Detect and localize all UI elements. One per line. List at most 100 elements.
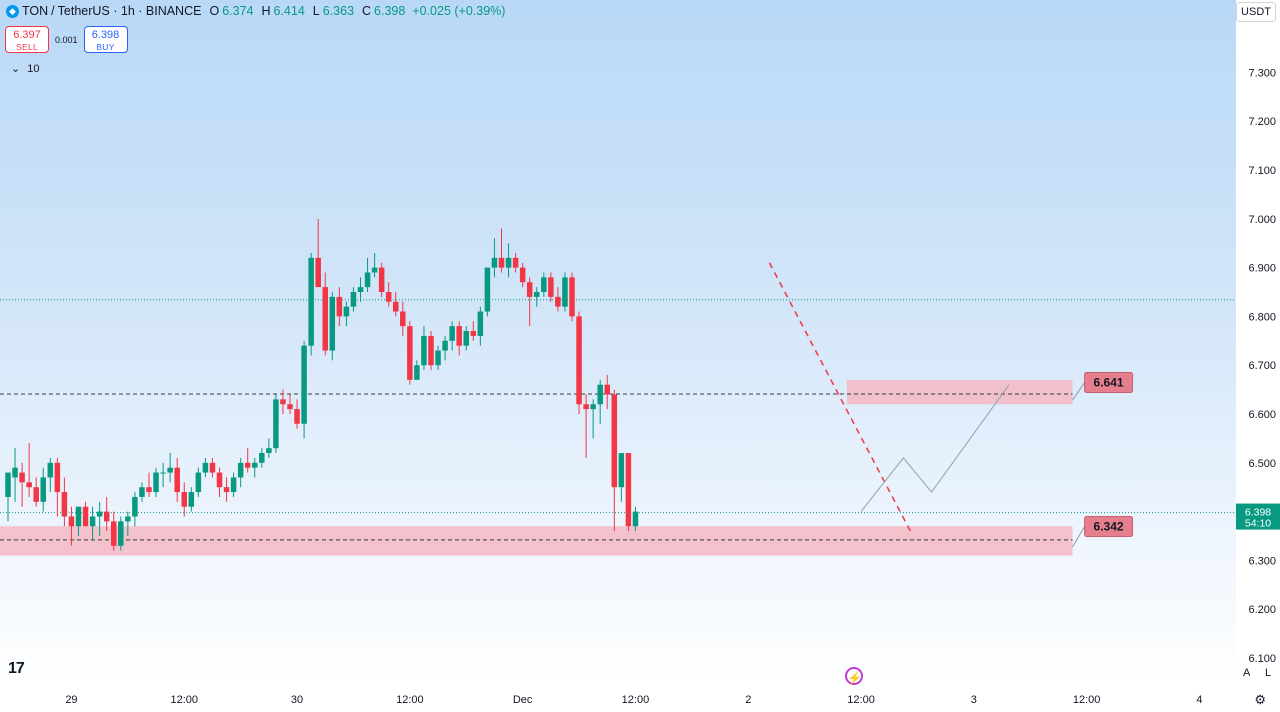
candle[interactable] [526,277,533,327]
candle[interactable] [19,462,25,507]
candle[interactable] [541,272,547,297]
candle[interactable] [118,516,124,551]
candle[interactable] [75,506,82,536]
projection-path[interactable] [860,384,1010,512]
currency-selector[interactable]: USDT [1236,2,1276,22]
candle[interactable] [583,394,589,458]
candle[interactable] [33,477,39,507]
candle[interactable] [266,438,272,458]
candle[interactable] [456,321,462,356]
candle[interactable] [329,292,336,361]
candle[interactable] [590,399,596,439]
candle[interactable] [12,448,18,502]
candle[interactable] [512,252,519,273]
candle[interactable] [604,374,611,410]
time-axis[interactable]: 29 12:00 30 12:00 Dec 12:00 2 12:00 3 12:00 4 [0,686,1236,712]
candle[interactable] [294,399,300,429]
candle[interactable] [322,272,329,356]
candle[interactable] [400,301,406,336]
candle[interactable] [230,472,237,497]
candle[interactable] [244,448,251,473]
candle[interactable] [153,467,159,497]
candle[interactable] [555,287,561,312]
candle[interactable] [435,345,441,371]
candle[interactable] [280,389,286,414]
candle[interactable] [463,326,470,351]
candle[interactable] [597,379,603,424]
chart-area[interactable]: 6.641 6.342 [0,0,1236,686]
candle[interactable] [343,301,350,327]
candle[interactable] [167,453,173,483]
tradingview-logo-icon[interactable]: 17 [8,660,25,677]
candle[interactable] [132,492,138,527]
candle[interactable] [146,472,152,497]
candle[interactable] [26,443,32,497]
candle[interactable] [414,360,420,380]
candle[interactable] [216,467,223,497]
zone-price-label[interactable]: 6.641 [1084,372,1134,394]
candle[interactable] [68,506,75,546]
candle[interactable] [259,448,265,468]
candle[interactable] [336,287,343,327]
candle[interactable] [47,457,54,493]
candle[interactable] [625,453,632,532]
candle[interactable] [237,457,244,488]
candle[interactable] [548,272,554,302]
candle[interactable] [174,457,180,502]
candle[interactable] [569,272,575,322]
candle[interactable] [61,477,68,527]
auto-scale-button[interactable]: A [1243,667,1251,679]
candle[interactable] [576,311,582,414]
candle[interactable] [407,321,413,385]
candle[interactable] [491,238,498,278]
gear-icon[interactable]: ⚙ [1254,692,1266,707]
zone-0[interactable] [846,379,1073,405]
candle[interactable] [357,277,364,302]
candle[interactable] [484,267,491,317]
candle[interactable] [421,326,427,371]
candle[interactable] [103,496,110,532]
candle[interactable] [188,487,195,512]
candle[interactable] [287,394,293,414]
candle[interactable] [209,457,216,478]
candle[interactable] [364,257,371,292]
symbol-name[interactable]: TON [22,4,49,18]
candle[interactable] [393,292,399,317]
candle[interactable] [519,262,526,288]
candle[interactable] [5,472,11,522]
candle[interactable] [477,306,484,346]
candle[interactable] [562,272,568,312]
candle[interactable] [195,467,202,497]
candle[interactable] [470,321,477,341]
candle[interactable] [534,287,540,307]
lightning-icon[interactable]: ⚡ [845,667,863,685]
buy-button[interactable]: 6.398 BUY [83,26,128,53]
candle[interactable] [160,462,166,488]
candle[interactable] [301,340,307,439]
candle[interactable] [315,218,321,288]
candle[interactable] [125,511,131,536]
candle[interactable] [428,331,434,371]
candle[interactable] [82,501,89,527]
candle[interactable] [618,453,625,502]
log-scale-button[interactable]: L [1265,667,1272,679]
candle[interactable] [611,389,618,532]
candle[interactable] [54,457,61,517]
candle[interactable] [371,252,378,278]
candlestick-chart[interactable]: 6.641 6.342 [0,0,1236,686]
candle[interactable] [632,506,639,532]
candle[interactable] [273,394,279,454]
candle[interactable] [89,506,96,541]
candle[interactable] [350,287,357,312]
candle[interactable] [40,467,47,512]
zone-price-label[interactable]: 6.342 [1084,515,1134,537]
candle[interactable] [223,477,230,502]
candle[interactable] [308,252,314,356]
candle[interactable] [96,501,103,536]
candle[interactable] [385,282,392,307]
zone-1[interactable] [0,526,1073,556]
indicators-toggle[interactable]: ⌄ 10 [11,62,40,75]
candle[interactable] [442,335,448,361]
price-axis[interactable]: 6.1006.2006.3006.4006.5006.6006.7006.800… [1236,0,1280,686]
